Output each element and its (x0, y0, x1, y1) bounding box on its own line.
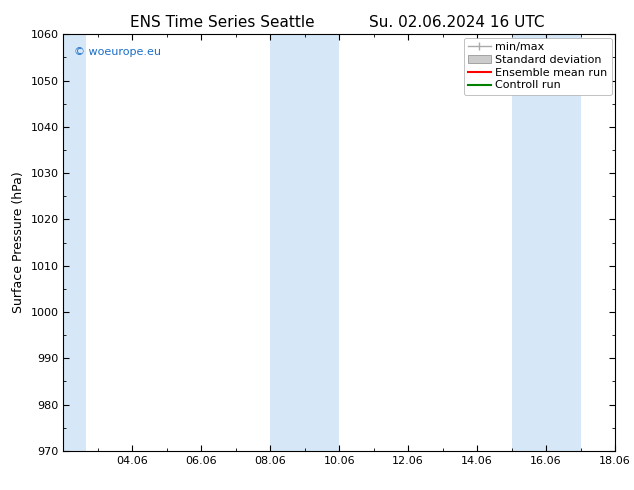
Text: ENS Time Series Seattle: ENS Time Series Seattle (129, 15, 314, 30)
Bar (270, 34, 339, 451)
Y-axis label: Surface Pressure (hPa): Surface Pressure (hPa) (12, 172, 25, 314)
Text: © woeurope.eu: © woeurope.eu (74, 47, 162, 57)
Bar (63, 34, 86, 451)
Legend: min/max, Standard deviation, Ensemble mean run, Controll run: min/max, Standard deviation, Ensemble me… (464, 38, 612, 95)
Text: Su. 02.06.2024 16 UTC: Su. 02.06.2024 16 UTC (369, 15, 544, 30)
Bar (512, 34, 581, 451)
